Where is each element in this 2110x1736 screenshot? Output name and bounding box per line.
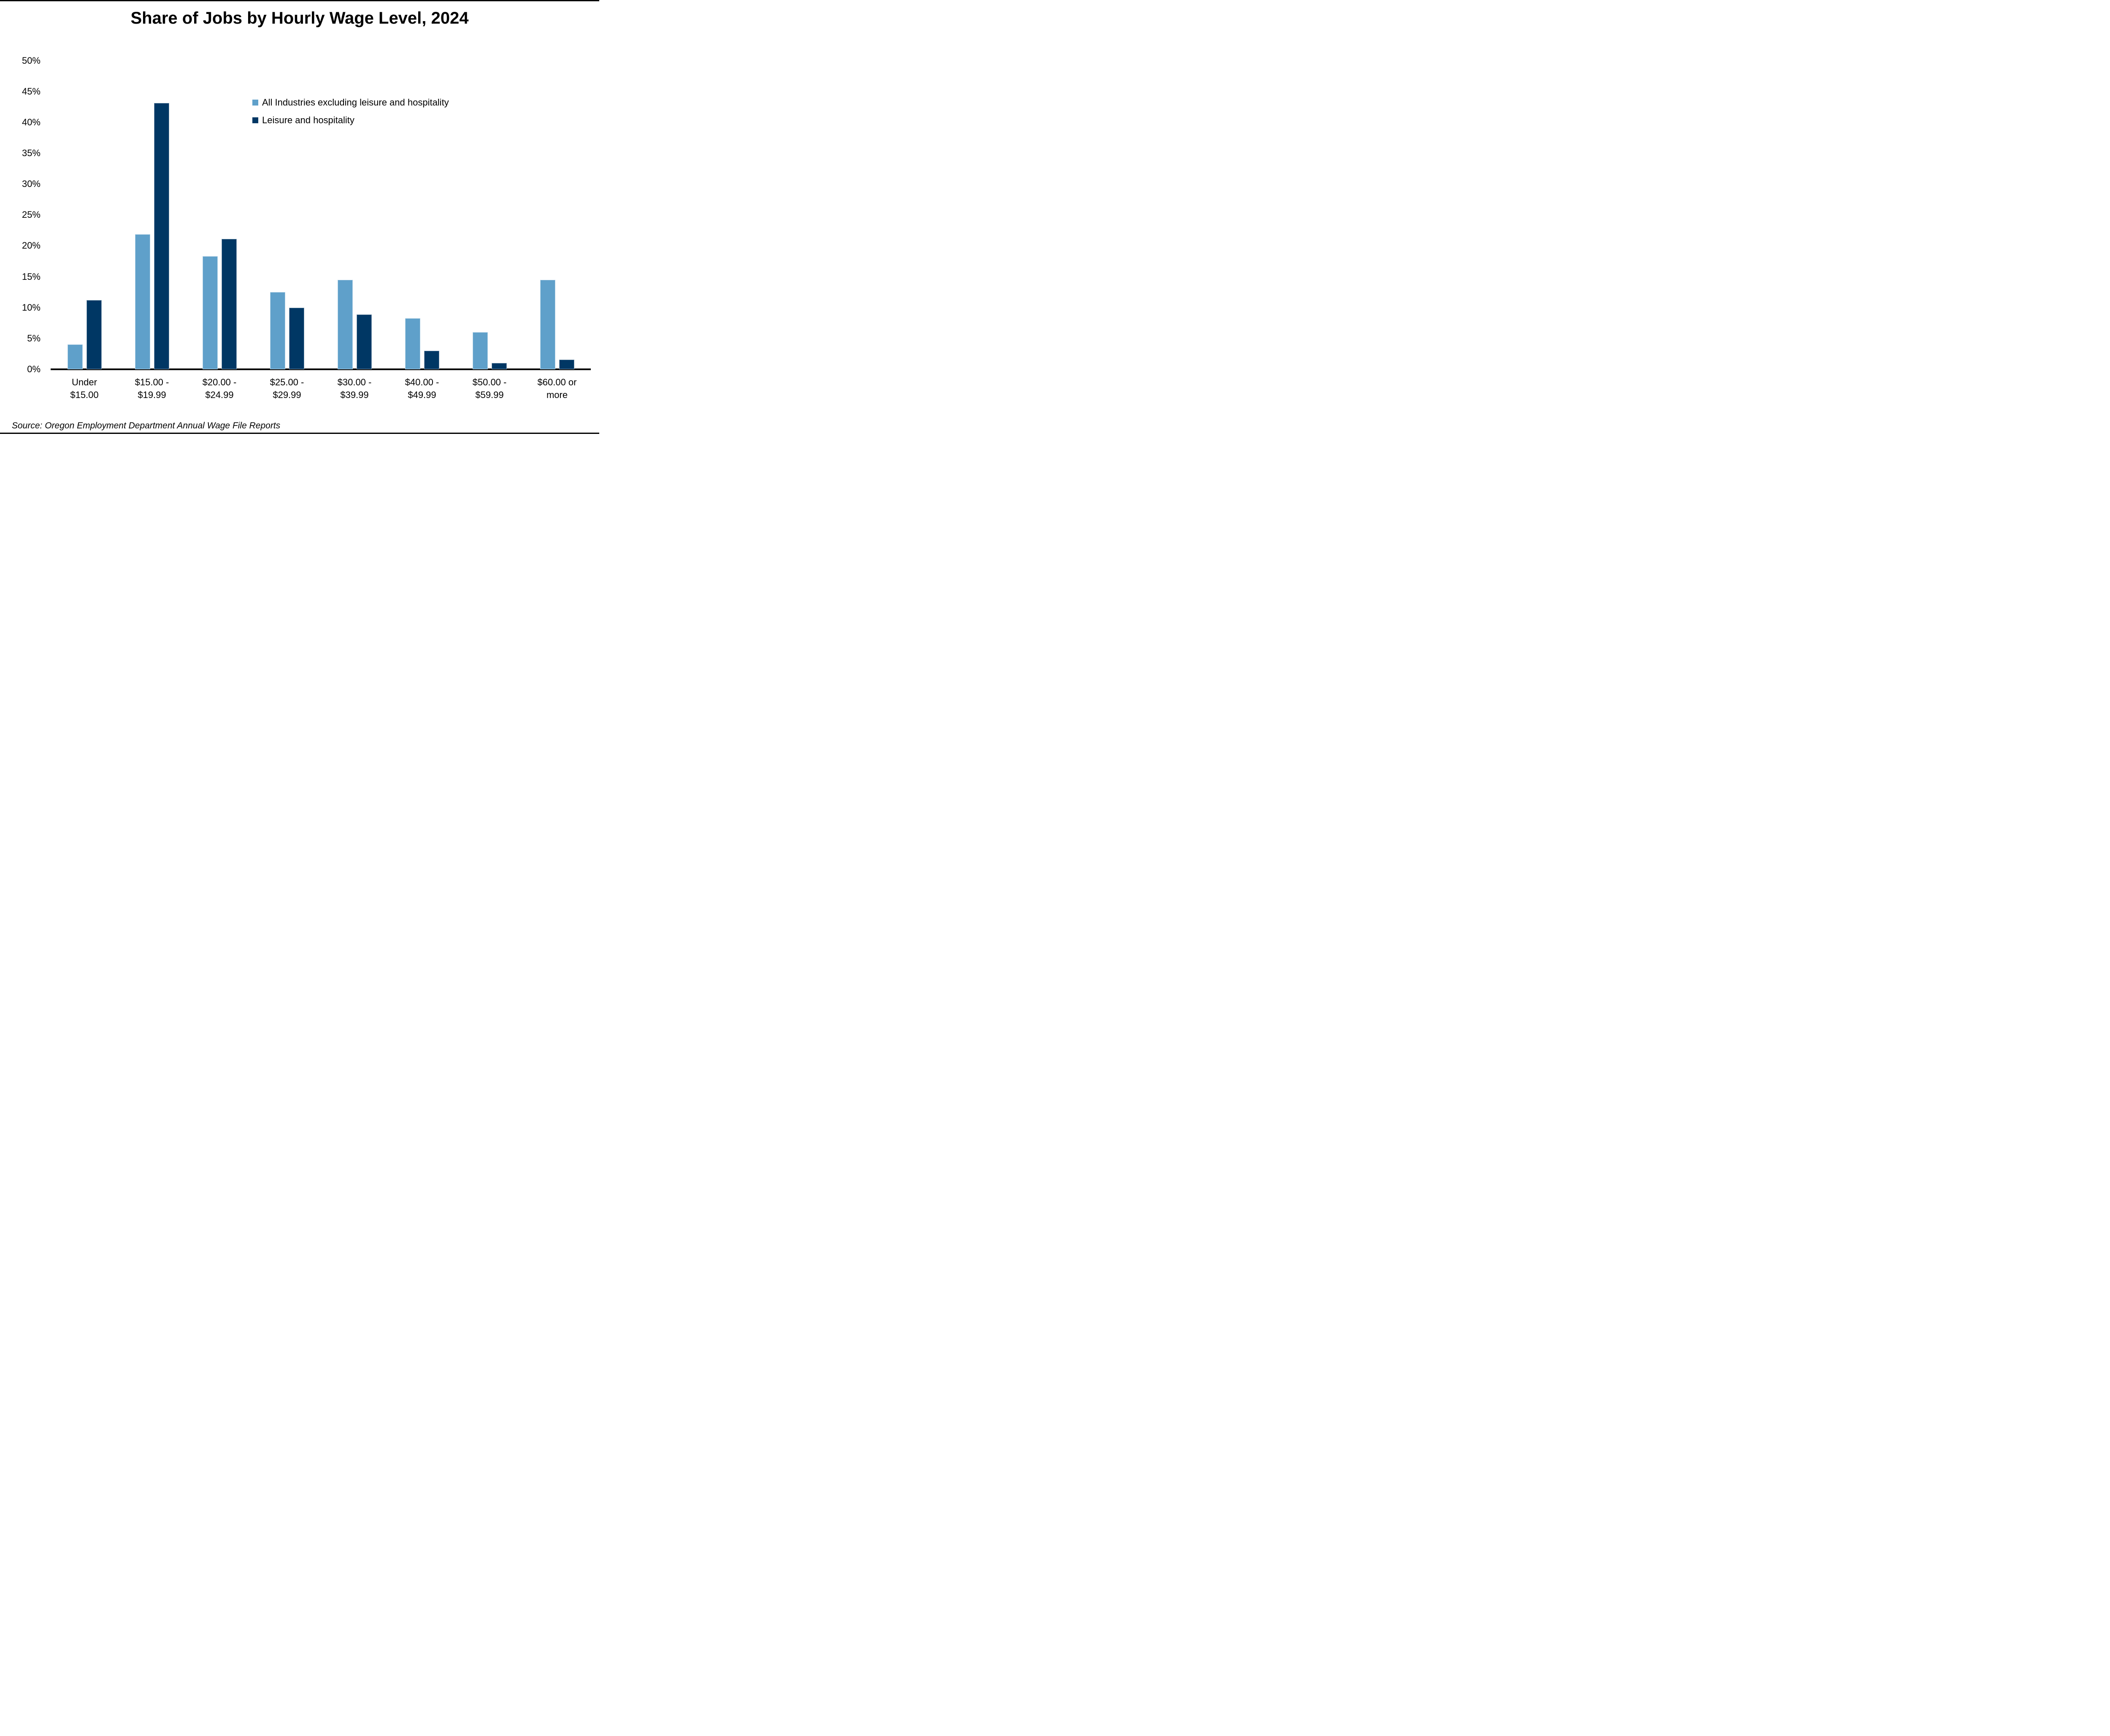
bar-series2-cat6: [424, 351, 439, 369]
legend-label-all-industries: All Industries excluding leisure and hos…: [262, 97, 449, 108]
legend: All Industries excluding leisure and hos…: [252, 96, 449, 127]
bar-series2-cat1: [86, 300, 102, 369]
y-axis-tick-label: 10%: [22, 302, 41, 313]
bar-series2-cat4: [289, 307, 304, 369]
legend-swatch-all-industries-icon: [252, 100, 258, 106]
bar-series1-cat5: [337, 279, 353, 369]
x-axis-label-cat2: $15.00 - $19.99: [135, 377, 169, 400]
bar-series2-cat8: [559, 359, 574, 369]
x-axis-label-cat7: $50.00 - $59.99: [472, 377, 507, 400]
x-axis-line: [51, 368, 591, 370]
x-axis-label-cat4: $25.00 - $29.99: [270, 377, 304, 400]
y-axis-tick-label: 25%: [22, 209, 41, 220]
x-axis-label-cat6: $40.00 - $49.99: [405, 377, 439, 400]
y-axis-tick-label: 20%: [22, 240, 41, 251]
y-axis-tick-label: 50%: [22, 55, 41, 66]
bar-series1-cat4: [270, 292, 285, 369]
bar-series1-cat3: [202, 256, 218, 369]
x-axis-label-cat8: $60.00 or more: [537, 377, 577, 400]
x-axis-label-cat5: $30.00 - $39.99: [337, 377, 372, 400]
bar-series1-cat7: [472, 332, 488, 369]
y-axis-tick-label: 40%: [22, 116, 41, 127]
bar-series1-cat1: [67, 344, 83, 369]
legend-label-leisure-hospitality: Leisure and hospitality: [262, 115, 354, 125]
bar-series2-cat5: [356, 314, 372, 369]
chart-page: Share of Jobs by Hourly Wage Level, 2024…: [0, 0, 599, 434]
bar-series1-cat6: [405, 318, 420, 369]
legend-item-leisure-hospitality: Leisure and hospitality: [252, 114, 449, 127]
x-axis-label-cat1: Under $15.00: [70, 377, 99, 400]
y-axis-tick-label: 15%: [22, 271, 41, 282]
y-axis-tick-label: 35%: [22, 147, 41, 158]
y-axis-tick-label: 5%: [27, 333, 41, 344]
source-note: Source: Oregon Employment Department Ann…: [12, 421, 281, 431]
chart-title: Share of Jobs by Hourly Wage Level, 2024: [130, 9, 469, 27]
bar-series2-cat3: [221, 239, 237, 369]
bar-series2-cat7: [491, 363, 507, 369]
bar-series1-cat2: [135, 234, 150, 369]
plot-area: 0% 5% 10% 15% 20% 25% 30% 35% 40% 45% 50% Under $15.…: [0, 1, 599, 433]
y-axis-tick-label: 45%: [22, 86, 41, 97]
y-axis-tick-label: 30%: [22, 179, 41, 190]
bar-series1-cat8: [540, 279, 555, 369]
legend-swatch-leisure-hospitality-icon: [252, 117, 258, 123]
y-axis-tick-label: 0%: [27, 364, 41, 374]
legend-item-all-industries: All Industries excluding leisure and hos…: [252, 96, 449, 109]
bar-series2-cat2: [154, 103, 169, 369]
x-axis-label-cat3: $20.00 - $24.99: [202, 377, 237, 400]
